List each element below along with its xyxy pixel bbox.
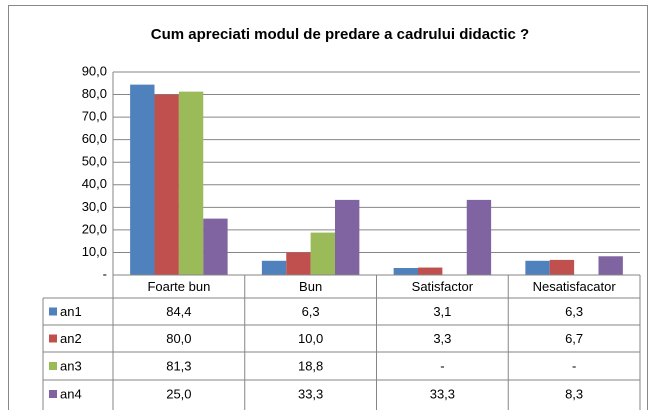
- y-tick-label: 90,0: [82, 63, 107, 78]
- data-label: 80,0: [166, 331, 191, 346]
- data-label: 33,3: [298, 386, 323, 401]
- y-tick-label: 80,0: [82, 86, 107, 101]
- bar: [466, 199, 492, 275]
- y-tick-label: 20,0: [82, 221, 107, 236]
- data-label: -: [440, 358, 444, 373]
- data-label: 81,3: [166, 358, 191, 373]
- y-tick-label: 40,0: [82, 176, 107, 191]
- legend-label: an3: [60, 358, 82, 373]
- legend-label: an1: [60, 304, 82, 319]
- legend-swatch: [49, 334, 57, 343]
- bar: [418, 267, 443, 275]
- bar: [334, 199, 360, 275]
- data-label: 10,0: [298, 331, 323, 346]
- data-label: 84,4: [166, 304, 191, 319]
- bar: [310, 232, 335, 275]
- data-label: 6,3: [302, 304, 320, 319]
- chart-title: Cum apreciati modul de predare a cadrulu…: [151, 26, 529, 43]
- y-tick-label: 50,0: [82, 154, 107, 169]
- y-tick-label: 60,0: [82, 131, 107, 146]
- y-tick-label: -: [103, 266, 107, 281]
- data-label: 3,3: [433, 331, 451, 346]
- bar: [203, 218, 228, 275]
- bar: [598, 256, 623, 275]
- data-label: 25,0: [166, 386, 191, 401]
- data-label: 33,3: [430, 386, 455, 401]
- bar: [286, 252, 311, 275]
- legend-swatch: [49, 390, 57, 398]
- legend-label: an2: [60, 331, 82, 346]
- bar: [154, 94, 179, 275]
- bar: [261, 260, 287, 275]
- data-label: 3,1: [433, 304, 451, 319]
- legend-swatch: [49, 362, 57, 370]
- data-label: 6,3: [565, 304, 583, 319]
- bar: [525, 260, 550, 275]
- x-tick-label: Bun: [299, 279, 322, 294]
- data-label: 18,8: [298, 358, 323, 373]
- bar: [393, 268, 419, 275]
- y-tick-label: 10,0: [82, 244, 107, 259]
- legend-swatch: [49, 307, 57, 316]
- data-label: 6,7: [565, 331, 583, 346]
- bar: [549, 259, 575, 275]
- x-tick-label: Foarte bun: [147, 279, 210, 294]
- bar: [178, 91, 204, 275]
- x-tick-label: Satisfactor: [412, 279, 474, 294]
- data-label: -: [572, 358, 576, 373]
- x-tick-label: Nesatisfacator: [533, 279, 617, 294]
- y-tick-label: 70,0: [82, 109, 107, 124]
- data-label: 8,3: [565, 386, 583, 401]
- y-tick-label: 30,0: [82, 199, 107, 214]
- bar: [130, 84, 155, 276]
- legend-label: an4: [60, 386, 82, 401]
